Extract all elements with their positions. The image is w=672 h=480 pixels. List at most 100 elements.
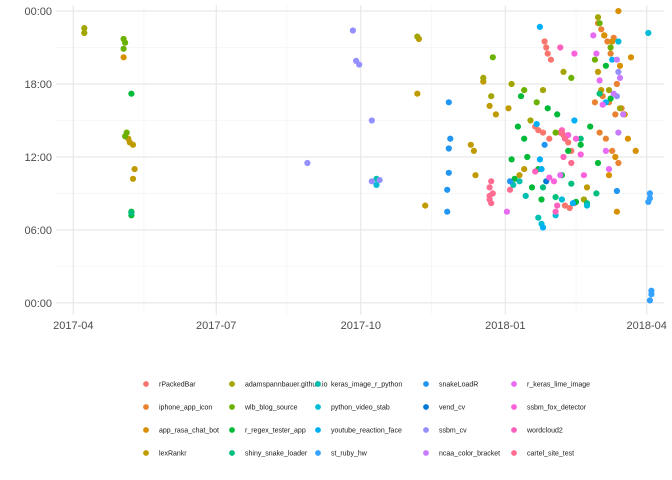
data-point bbox=[594, 14, 602, 21]
data-point bbox=[605, 166, 613, 173]
data-point bbox=[506, 178, 514, 185]
data-point bbox=[558, 196, 566, 203]
data-point bbox=[616, 105, 624, 112]
data-point bbox=[594, 68, 602, 75]
data-point bbox=[539, 224, 547, 231]
legend-item: shiny_snake_loader bbox=[229, 450, 308, 458]
data-point bbox=[609, 38, 616, 45]
data-point bbox=[349, 27, 356, 34]
data-point bbox=[593, 190, 600, 197]
data-point bbox=[544, 105, 551, 112]
data-point bbox=[81, 25, 88, 32]
data-point bbox=[646, 190, 654, 197]
y-tick-label: 12:00 bbox=[24, 152, 52, 164]
data-point bbox=[129, 175, 137, 182]
data-point bbox=[516, 178, 523, 185]
data-point bbox=[583, 202, 591, 209]
data-point bbox=[447, 135, 454, 142]
legend-item: ncaa_color_bracket bbox=[423, 450, 500, 458]
data-point bbox=[550, 178, 558, 185]
legend-key bbox=[511, 404, 517, 410]
data-point bbox=[613, 187, 621, 195]
data-point bbox=[605, 172, 613, 179]
data-point bbox=[373, 181, 380, 188]
data-point bbox=[568, 180, 575, 187]
data-point bbox=[414, 90, 421, 97]
data-point bbox=[602, 62, 610, 69]
legend-key bbox=[229, 381, 235, 387]
series-wlb_blog_source bbox=[120, 20, 614, 140]
data-point bbox=[627, 54, 635, 61]
data-point bbox=[613, 80, 621, 88]
legend-label: wlb_blog_source bbox=[244, 405, 298, 412]
legend-item: ssbm_cv bbox=[423, 427, 467, 435]
data-point bbox=[609, 56, 616, 63]
data-point bbox=[568, 74, 575, 81]
data-point bbox=[561, 202, 569, 209]
legend-label: youtube_reaction_face bbox=[331, 428, 402, 435]
data-point bbox=[535, 214, 542, 221]
data-point bbox=[596, 20, 603, 27]
data-point bbox=[557, 44, 564, 51]
data-point bbox=[577, 135, 584, 142]
data-point bbox=[524, 153, 531, 161]
data-point bbox=[489, 190, 496, 197]
data-point bbox=[414, 33, 421, 40]
data-point bbox=[565, 147, 572, 154]
data-point bbox=[613, 208, 621, 215]
data-point bbox=[547, 56, 555, 63]
legend-key bbox=[423, 404, 429, 410]
legend-label: r_regex_tester_app bbox=[245, 428, 306, 435]
data-point bbox=[356, 61, 363, 68]
data-point bbox=[514, 123, 522, 130]
data-point bbox=[544, 50, 551, 57]
data-point bbox=[488, 178, 495, 185]
data-point bbox=[505, 105, 512, 112]
data-point bbox=[445, 99, 452, 106]
series-cartel_site_test bbox=[486, 129, 575, 207]
data-point bbox=[480, 74, 487, 81]
legend-item: wordcloud2 bbox=[511, 427, 563, 435]
legend-item: keras_image_r_python bbox=[315, 381, 402, 389]
legend-item: ssbm_fox_detector bbox=[511, 404, 587, 412]
legend-label: ncaa_color_bracket bbox=[439, 451, 500, 458]
data-point bbox=[538, 166, 545, 173]
legend-item: rPackedBar bbox=[143, 381, 196, 389]
data-point bbox=[536, 23, 544, 30]
series-lexRankr bbox=[125, 35, 605, 209]
data-point bbox=[604, 38, 611, 45]
data-point bbox=[488, 93, 495, 100]
legend-key bbox=[423, 450, 429, 456]
legend-key bbox=[229, 450, 235, 456]
data-point bbox=[648, 291, 655, 298]
data-point bbox=[612, 153, 619, 161]
legend-item: python_video_stab bbox=[315, 404, 390, 412]
x-tick-label: 2018-04 bbox=[627, 320, 667, 332]
legend-item: r_regex_tester_app bbox=[229, 427, 306, 435]
data-point bbox=[624, 135, 632, 142]
legend-item: vend_cv bbox=[423, 404, 466, 412]
data-point bbox=[546, 135, 553, 142]
data-point bbox=[128, 209, 135, 216]
data-point bbox=[120, 54, 127, 61]
legend-item: adamspannbauer.github.io bbox=[229, 381, 328, 389]
legend-label: adamspannbauer.github.io bbox=[245, 382, 328, 389]
legend-label: python_video_stab bbox=[331, 405, 390, 412]
data-point bbox=[503, 208, 510, 215]
data-point bbox=[596, 129, 603, 136]
legend-label: wordcloud2 bbox=[526, 428, 563, 435]
data-point bbox=[616, 62, 624, 69]
data-point bbox=[472, 172, 479, 179]
legend-key bbox=[315, 404, 321, 410]
data-point bbox=[506, 186, 514, 193]
series-python_video_stab bbox=[373, 29, 652, 227]
legend-key bbox=[229, 427, 235, 433]
series-ncaa_color_bracket bbox=[610, 56, 627, 136]
data-point bbox=[572, 135, 580, 142]
data-point bbox=[536, 156, 544, 163]
data-point bbox=[583, 184, 591, 191]
data-point bbox=[599, 101, 606, 108]
x-tick-label: 2017-07 bbox=[196, 320, 236, 332]
data-point bbox=[444, 208, 451, 215]
